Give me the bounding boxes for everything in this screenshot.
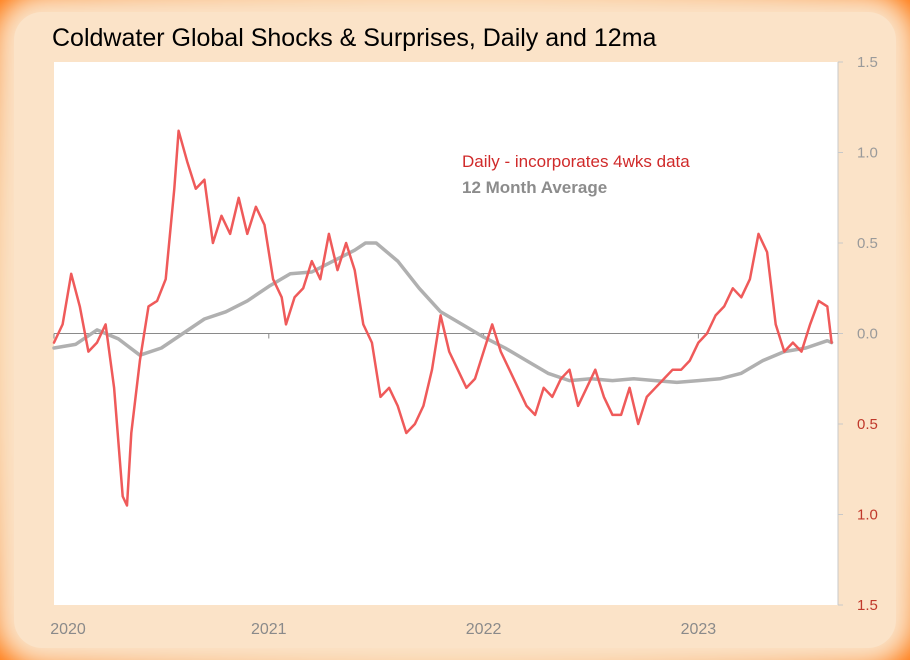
series-12ma-line xyxy=(52,241,834,385)
y-tick-label: 1.5 xyxy=(857,597,878,614)
legend-daily: Daily - incorporates 4wks data xyxy=(462,152,690,171)
y-tick-label: 0.5 xyxy=(857,235,878,252)
x-tick-label: 2021 xyxy=(251,621,287,638)
y-tick-label: 1.5 xyxy=(857,54,878,71)
y-tick-label: 0.5 xyxy=(857,416,878,433)
chart-title: Coldwater Global Shocks & Surprises, Dai… xyxy=(52,24,657,52)
series-daily-line xyxy=(52,129,833,507)
x-tick-label: 2023 xyxy=(681,621,717,638)
y-tick-label: 0.0 xyxy=(857,326,878,343)
y-tick-label: 1.0 xyxy=(857,507,878,524)
x-tick-label: 2022 xyxy=(466,621,502,638)
x-tick-label: 2020 xyxy=(50,621,86,638)
y-tick-label: 1.0 xyxy=(857,145,878,162)
legend-12ma: 12 Month Average xyxy=(462,178,608,197)
